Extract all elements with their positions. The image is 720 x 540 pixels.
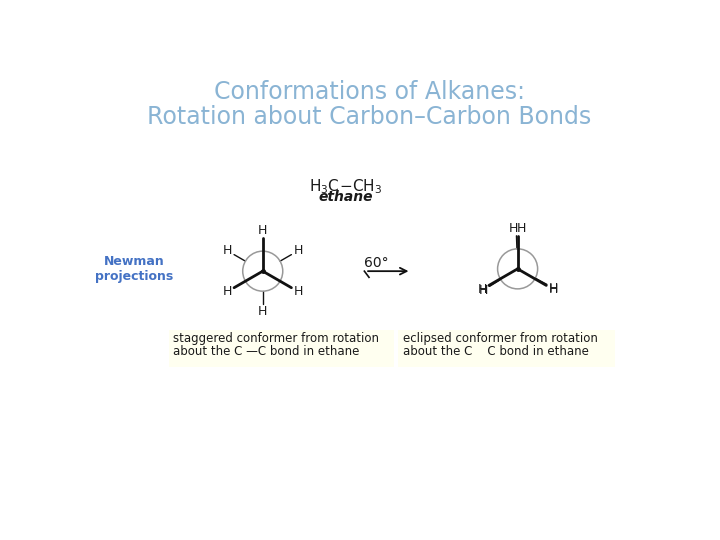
Text: H: H xyxy=(509,221,518,234)
Text: H: H xyxy=(293,285,303,298)
Bar xyxy=(168,330,394,367)
Text: H: H xyxy=(517,221,526,234)
Text: H: H xyxy=(222,285,232,298)
Text: Conformations of Alkanes:: Conformations of Alkanes: xyxy=(214,80,524,104)
Text: H: H xyxy=(548,283,557,296)
Text: H: H xyxy=(222,244,232,257)
Text: H: H xyxy=(478,284,487,297)
Text: H: H xyxy=(258,224,267,237)
Text: Newman
projections: Newman projections xyxy=(95,255,174,283)
Text: H: H xyxy=(477,283,487,296)
Text: H: H xyxy=(549,281,558,294)
Text: ethane: ethane xyxy=(319,190,373,204)
Text: staggered conformer from rotation: staggered conformer from rotation xyxy=(174,332,379,345)
Text: about the C —C bond in ethane: about the C —C bond in ethane xyxy=(174,345,360,357)
Text: H: H xyxy=(293,244,303,257)
Text: H$_3$C$\!-\!$CH$_3$: H$_3$C$\!-\!$CH$_3$ xyxy=(309,177,382,196)
Text: 60°: 60° xyxy=(364,255,389,269)
Text: eclipsed conformer from rotation: eclipsed conformer from rotation xyxy=(403,332,598,345)
Text: about the C    C bond in ethane: about the C C bond in ethane xyxy=(403,345,589,357)
Text: H: H xyxy=(258,306,267,319)
Bar xyxy=(398,330,616,367)
Text: Rotation about Carbon–Carbon Bonds: Rotation about Carbon–Carbon Bonds xyxy=(147,105,591,129)
